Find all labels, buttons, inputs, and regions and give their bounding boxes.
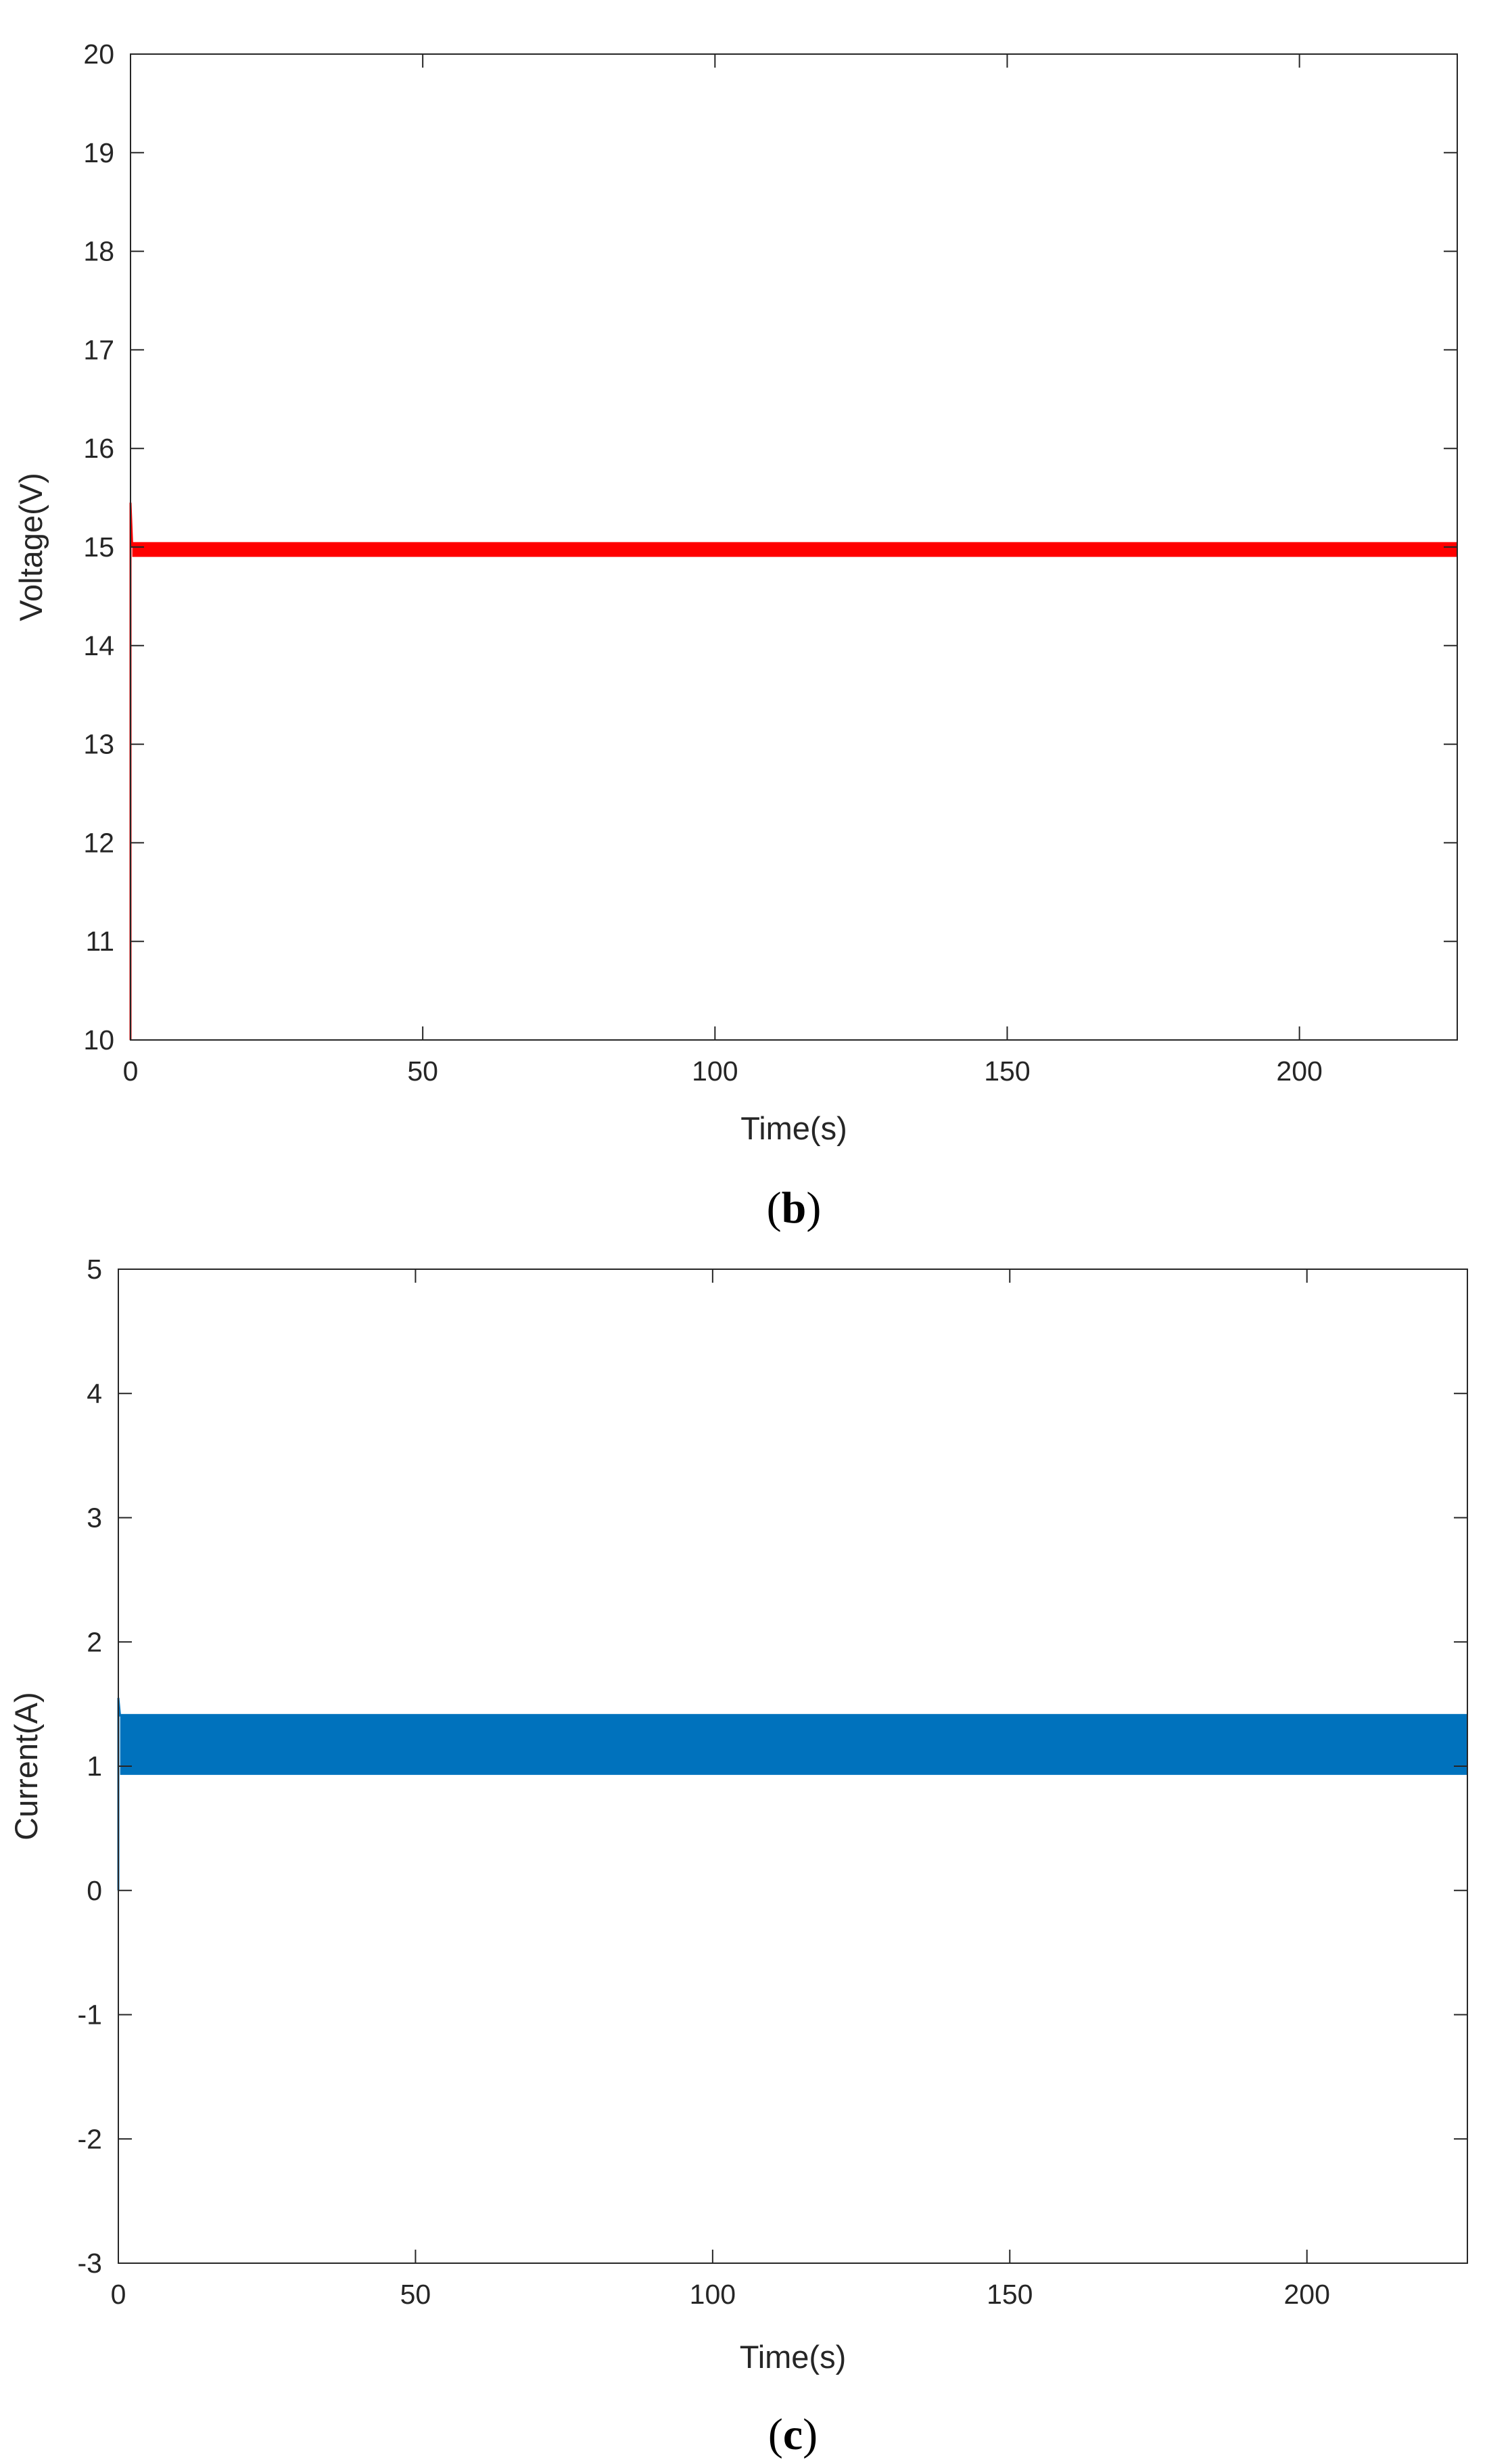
voltage-tick-marks <box>130 53 1457 1041</box>
current-y-tick-label: -1 <box>78 1999 102 2031</box>
current-y-tick-label: 4 <box>87 1378 102 1409</box>
current-x-tick-label: 50 <box>400 2279 431 2310</box>
voltage-tick-labels: 0 50 100 150 200 10 11 12 13 14 15 16 17 18 19 20 <box>83 39 1322 1087</box>
voltage-y-tick-label: 17 <box>83 334 114 365</box>
current-caption-letter: c <box>783 2410 803 2459</box>
voltage-chart: 0 50 100 150 200 10 11 12 13 14 15 16 17 18 19 20 Time(… <box>13 39 1458 1233</box>
current-chart: 0 50 100 150 200 -3 -2 -1 0 1 2 3 4 5 Time(s) Current… <box>8 1254 1468 2459</box>
voltage-caption-letter: b <box>782 1183 807 1233</box>
voltage-y-tick-label: 10 <box>83 1024 114 1056</box>
current-x-tick-label: 0 <box>111 2279 126 2310</box>
voltage-x-tick-label: 50 <box>407 1056 438 1087</box>
current-y-axis-label: Current(A) <box>8 1692 44 1840</box>
current-y-tick-label: 3 <box>87 1502 102 1534</box>
voltage-x-tick-label: 0 <box>123 1056 139 1087</box>
current-y-tick-label: 0 <box>87 1875 102 1906</box>
current-y-tick-label: 2 <box>87 1626 102 1657</box>
current-x-tick-label: 100 <box>690 2279 736 2310</box>
voltage-x-axis-label: Time(s) <box>740 1110 847 1146</box>
voltage-y-tick-label: 13 <box>83 729 114 760</box>
voltage-x-tick-label: 200 <box>1276 1056 1322 1087</box>
voltage-y-tick-label: 15 <box>83 531 114 563</box>
voltage-y-tick-label: 12 <box>83 827 114 858</box>
voltage-y-tick-label: 18 <box>83 236 114 267</box>
current-x-tick-label: 150 <box>987 2279 1033 2310</box>
voltage-ripple-band <box>132 542 1457 557</box>
voltage-y-axis-label: Voltage(V) <box>13 473 49 621</box>
current-y-tick-label: 1 <box>87 1751 102 1782</box>
current-x-axis-label: Time(s) <box>740 2339 847 2375</box>
current-panel-caption: (c) <box>768 2410 818 2459</box>
current-y-tick-label: -3 <box>78 2248 102 2279</box>
voltage-y-tick-label: 16 <box>83 433 114 464</box>
voltage-x-tick-label: 100 <box>692 1056 738 1087</box>
voltage-x-tick-label: 150 <box>984 1056 1030 1087</box>
current-y-tick-label: -2 <box>78 2123 102 2154</box>
voltage-series-marks <box>129 502 1457 1040</box>
current-series-marks <box>117 1697 1467 1891</box>
voltage-y-tick-label: 20 <box>83 39 114 70</box>
voltage-y-tick-label: 14 <box>83 630 114 661</box>
current-tick-marks <box>118 1269 1467 2264</box>
current-tick-labels: 0 50 100 150 200 -3 -2 -1 0 1 2 3 4 5 <box>78 1254 1330 2310</box>
current-ripple-band <box>120 1713 1467 1775</box>
current-x-tick-label: 200 <box>1283 2279 1329 2310</box>
current-y-tick-label: 5 <box>87 1254 102 1285</box>
voltage-y-tick-label: 19 <box>83 137 114 168</box>
voltage-y-tick-label: 11 <box>85 926 114 957</box>
voltage-panel-caption: (b) <box>767 1183 822 1233</box>
